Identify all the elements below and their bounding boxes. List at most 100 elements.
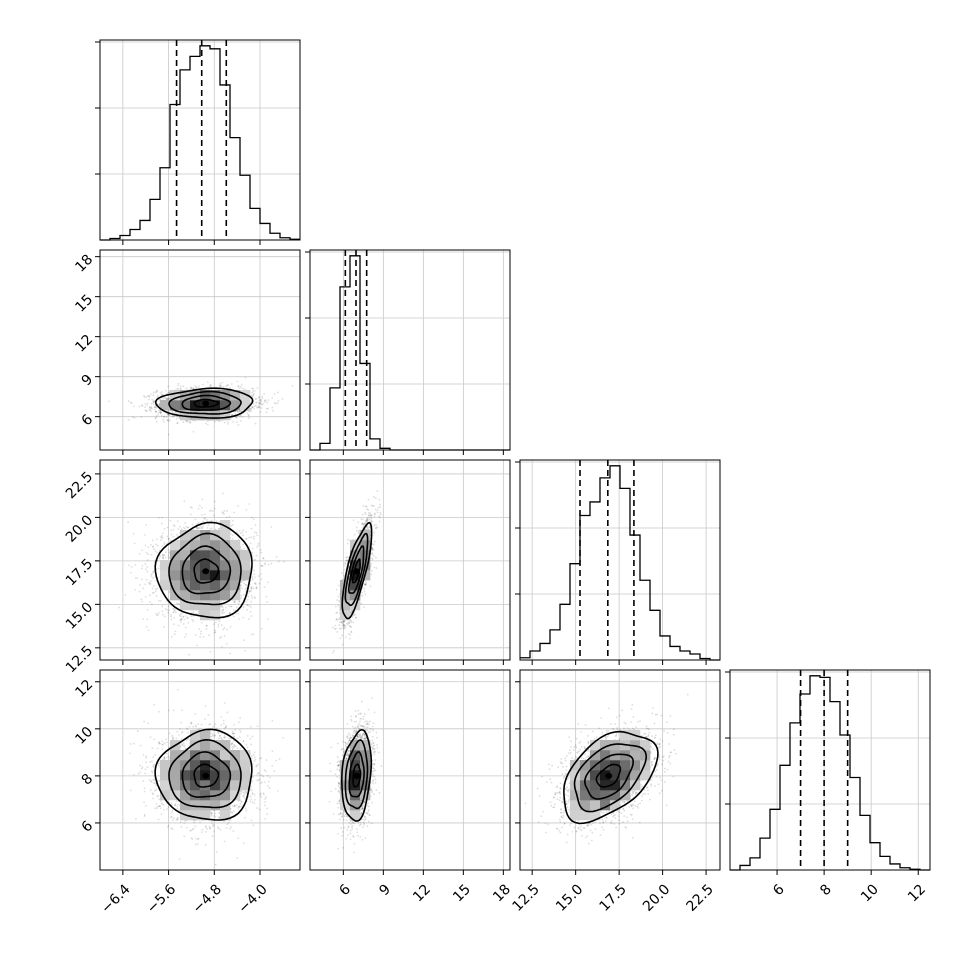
sample-point xyxy=(249,590,252,593)
sample-point xyxy=(167,554,170,557)
sample-point xyxy=(232,421,235,423)
sample-point xyxy=(283,560,286,563)
sample-point xyxy=(212,623,215,626)
sample-point xyxy=(260,627,263,630)
sample-point xyxy=(200,514,203,516)
sample-point xyxy=(180,528,183,531)
sample-point xyxy=(144,406,147,409)
sample-point xyxy=(223,509,226,512)
sample-point xyxy=(186,617,189,620)
hist-ticks xyxy=(515,461,707,665)
sample-point xyxy=(151,587,154,590)
sample-point xyxy=(258,401,260,404)
sample-point xyxy=(167,392,170,394)
hist-panel xyxy=(305,249,511,455)
sample-point xyxy=(164,556,167,559)
y-tick-label: 15 xyxy=(72,292,96,316)
sample-point xyxy=(252,392,255,395)
sample-point xyxy=(163,527,166,530)
sample-point xyxy=(140,416,143,418)
sample-point xyxy=(255,401,258,404)
sample-point xyxy=(260,399,262,401)
sample-point xyxy=(149,582,152,585)
sample-point xyxy=(221,645,223,648)
sample-point xyxy=(175,418,178,420)
sample-point xyxy=(231,538,234,541)
sample-point xyxy=(189,421,192,424)
sample-point xyxy=(254,576,256,579)
sample-point xyxy=(248,618,250,620)
sample-point xyxy=(156,394,159,397)
sample-point xyxy=(132,532,135,535)
sample-point xyxy=(259,398,262,401)
sample-point xyxy=(248,536,250,539)
sample-point xyxy=(179,525,181,528)
sample-point xyxy=(130,402,133,404)
sample-point xyxy=(239,597,242,600)
sample-point xyxy=(180,615,182,618)
sample-point xyxy=(258,403,260,406)
sample-point xyxy=(259,573,262,575)
sample-point xyxy=(250,409,252,412)
sample-point xyxy=(154,417,157,419)
sample-point xyxy=(276,391,279,394)
sample-point xyxy=(156,402,159,405)
sample-point xyxy=(243,582,246,585)
sample-point xyxy=(224,606,227,609)
sample-point xyxy=(259,402,262,405)
sample-point xyxy=(182,421,185,424)
sample-point xyxy=(222,512,224,514)
sample-point xyxy=(167,413,169,416)
sample-point xyxy=(154,417,157,420)
sample-point xyxy=(230,383,233,385)
sample-point xyxy=(253,596,256,598)
sample-point xyxy=(167,410,170,413)
sample-point xyxy=(176,602,178,605)
sample-point xyxy=(263,399,266,402)
sample-point xyxy=(215,621,217,624)
sample-point xyxy=(138,553,141,555)
sample-point xyxy=(245,601,247,603)
sample-point xyxy=(255,404,258,407)
sample-point xyxy=(250,615,253,617)
density-cell xyxy=(210,410,221,421)
sample-point xyxy=(256,387,259,389)
sample-point xyxy=(247,414,250,416)
sample-point xyxy=(157,413,160,416)
sample-point xyxy=(213,507,216,510)
sample-point xyxy=(210,384,213,387)
sample-point xyxy=(199,525,202,528)
sample-point xyxy=(250,594,253,597)
sample-point xyxy=(245,409,248,412)
sample-point xyxy=(259,549,262,551)
sample-point xyxy=(148,409,151,412)
sample-point xyxy=(267,618,270,620)
sample-point xyxy=(223,513,225,515)
sample-point xyxy=(142,618,145,620)
sample-point xyxy=(146,608,149,611)
sample-point xyxy=(143,396,146,398)
sample-point xyxy=(150,553,153,556)
sample-point xyxy=(164,397,166,399)
sample-point xyxy=(149,594,151,597)
sample-point xyxy=(242,387,244,390)
sample-point xyxy=(238,410,241,413)
sample-point xyxy=(255,554,258,557)
sample-point xyxy=(256,406,258,409)
sample-point xyxy=(244,537,247,540)
sample-point xyxy=(162,418,165,421)
density-cell xyxy=(230,390,241,401)
sample-point xyxy=(176,387,179,390)
hist-panel xyxy=(515,459,721,665)
sample-point xyxy=(261,564,264,567)
sample-point xyxy=(199,527,201,530)
sample-point xyxy=(190,386,193,389)
sample-point xyxy=(239,419,242,422)
density-cell xyxy=(180,410,191,421)
sample-point xyxy=(192,611,195,614)
sample-point xyxy=(167,548,170,551)
sample-point xyxy=(199,632,202,635)
hist-step xyxy=(100,45,300,241)
sample-point xyxy=(219,385,222,387)
sample-point xyxy=(218,620,221,623)
